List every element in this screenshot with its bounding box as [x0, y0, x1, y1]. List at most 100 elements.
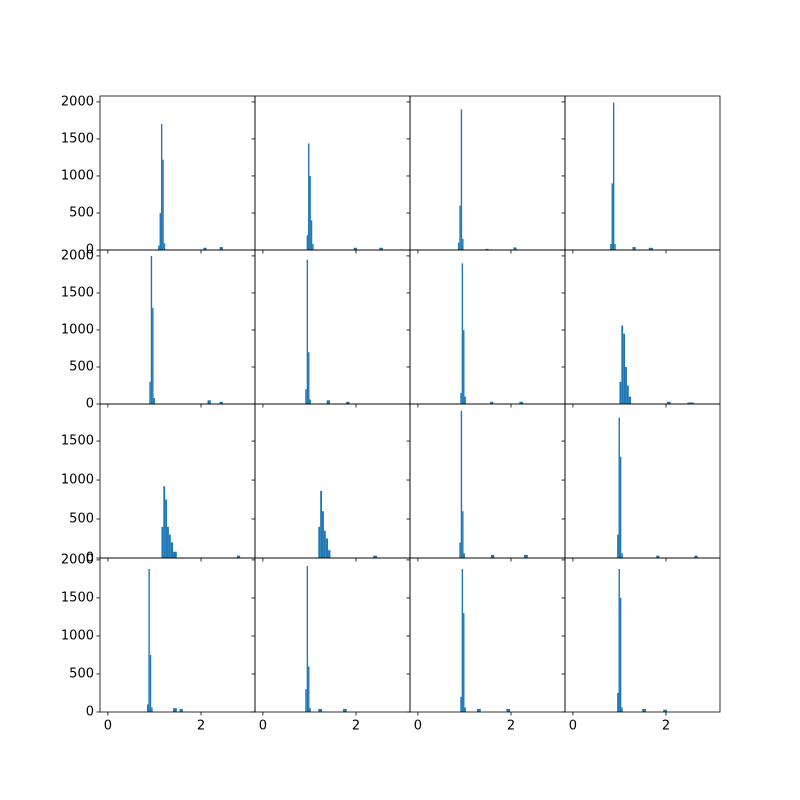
bar: [611, 183, 613, 250]
bar: [506, 708, 511, 712]
y-tick-label: 2000: [61, 552, 94, 567]
bar: [308, 666, 310, 712]
axes-frame: [564, 403, 721, 559]
bar: [322, 511, 324, 558]
bar: [619, 456, 622, 558]
bar: [617, 534, 619, 558]
y-tick-label: 1000: [61, 628, 94, 643]
bar: [460, 109, 463, 250]
bar: [625, 366, 627, 404]
bar: [173, 551, 177, 558]
y-tick-label: 500: [69, 512, 94, 527]
bar: [168, 534, 171, 558]
bar: [309, 708, 311, 712]
axes-frame: [99, 95, 256, 251]
x-tick-label: 0: [569, 719, 577, 734]
bar: [148, 569, 150, 712]
bar: [149, 654, 152, 712]
bar: [464, 396, 466, 404]
axes-frame: [564, 249, 721, 405]
bar: [236, 555, 241, 558]
bar: [459, 205, 461, 250]
bar: [219, 401, 223, 404]
y-tick-label: 500: [69, 666, 94, 681]
bar: [477, 708, 481, 712]
bar: [179, 708, 183, 712]
bar: [163, 243, 166, 250]
axes-frame: [254, 95, 411, 251]
axes-frame: [99, 557, 256, 713]
bar: [485, 248, 489, 250]
y-tick-label: 1000: [61, 168, 94, 183]
x-tick-label: 0: [414, 719, 422, 734]
bar: [463, 613, 465, 712]
bar: [642, 708, 646, 712]
bar: [310, 220, 313, 250]
bar: [149, 381, 151, 404]
bar: [153, 398, 155, 404]
bar: [621, 325, 624, 404]
bar: [519, 401, 524, 404]
bar: [170, 542, 174, 558]
bar: [318, 708, 323, 712]
bar: [610, 244, 612, 250]
bar: [612, 102, 615, 251]
y-tick-label: 0: [86, 397, 94, 412]
bar: [461, 263, 464, 404]
bar: [617, 692, 619, 712]
bar: [308, 352, 310, 404]
bar: [461, 569, 464, 712]
bar: [325, 538, 329, 558]
bar: [373, 555, 377, 558]
axes-frame: [564, 557, 721, 713]
bar: [306, 235, 309, 250]
bar: [163, 486, 166, 558]
y-tick-label: 2000: [61, 94, 94, 109]
bar: [621, 707, 623, 712]
x-tick-label: 2: [352, 719, 360, 734]
axes-frame: [409, 403, 566, 559]
bar: [323, 530, 326, 558]
bar: [318, 526, 321, 558]
bar: [342, 708, 347, 712]
bar: [462, 511, 464, 558]
x-tick-label: 2: [662, 719, 670, 734]
bar: [173, 708, 177, 712]
bar: [147, 704, 149, 712]
bar: [306, 565, 309, 712]
bar: [309, 399, 311, 404]
y-tick-label: 2000: [61, 248, 94, 263]
bar: [305, 689, 307, 712]
bar: [666, 401, 671, 404]
bar: [490, 554, 495, 558]
y-tick-label: 1500: [61, 590, 94, 605]
bar: [152, 307, 154, 404]
bar: [158, 245, 160, 250]
bar: [328, 550, 331, 558]
y-tick-label: 500: [69, 205, 94, 220]
bar: [490, 401, 494, 404]
bar: [663, 709, 667, 712]
y-tick-label: 1000: [61, 473, 94, 488]
bar: [203, 247, 207, 250]
bar: [165, 499, 168, 558]
bar: [656, 555, 660, 558]
bar: [457, 242, 460, 250]
axes-frame: [99, 249, 256, 405]
bar: [346, 401, 350, 404]
bar: [463, 553, 465, 558]
bar: [623, 333, 626, 404]
bar: [648, 247, 653, 250]
y-tick-label: 0: [86, 551, 94, 566]
bar: [513, 247, 517, 250]
bar: [460, 696, 462, 712]
bar: [326, 400, 330, 404]
bar: [621, 553, 623, 558]
bar: [312, 244, 314, 250]
axes-frame: [99, 403, 256, 559]
y-tick-label: 500: [69, 359, 94, 374]
x-tick-label: 2: [197, 719, 205, 734]
x-tick-label: 0: [104, 719, 112, 734]
bar: [618, 417, 620, 558]
